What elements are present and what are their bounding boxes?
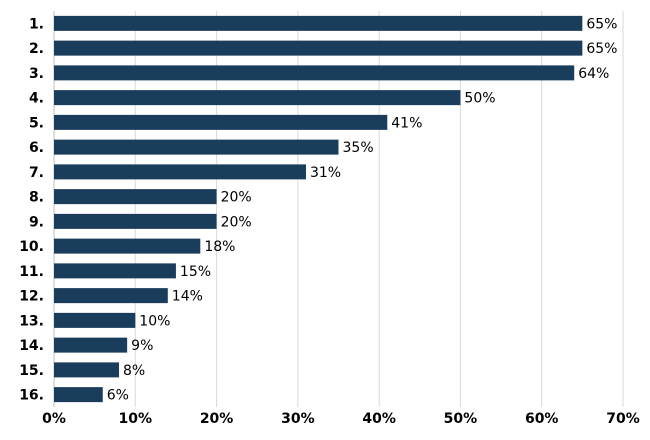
- category-label: 10.: [19, 239, 44, 255]
- value-label: 10%: [139, 313, 170, 329]
- bar-6: [54, 139, 339, 155]
- value-label: 31%: [310, 165, 341, 181]
- bar-13: [54, 312, 136, 328]
- x-tick-label: 50%: [444, 411, 478, 427]
- x-tick-label: 20%: [200, 411, 234, 427]
- category-label: 3.: [29, 66, 44, 82]
- category-label: 8.: [29, 190, 44, 206]
- value-label: 35%: [343, 140, 374, 156]
- category-label: 1.: [29, 16, 44, 32]
- bar-3: [54, 65, 575, 81]
- x-tick-label: 70%: [606, 411, 640, 427]
- x-tick-label: 30%: [281, 411, 315, 427]
- value-label: 65%: [586, 41, 617, 57]
- value-label: 18%: [204, 239, 235, 255]
- category-label: 7.: [29, 165, 44, 181]
- category-label: 13.: [19, 313, 44, 329]
- category-label: 11.: [19, 264, 44, 280]
- bar-9: [54, 213, 217, 229]
- bar-11: [54, 263, 176, 279]
- bar-7: [54, 164, 306, 180]
- x-tick-label: 40%: [362, 411, 396, 427]
- value-label: 65%: [586, 16, 617, 32]
- category-label: 4.: [29, 91, 44, 107]
- value-label: 9%: [131, 338, 153, 354]
- bar-5: [54, 114, 388, 130]
- category-label: 15.: [19, 363, 44, 379]
- category-label: 9.: [29, 214, 44, 230]
- bar-4: [54, 90, 461, 106]
- value-labels: 65% 65% 64% 50% 41% 35%31% 20% 20% 18% 15% 14%10% 9…: [107, 16, 618, 403]
- bar-15: [54, 362, 120, 378]
- category-label: 14.: [19, 338, 44, 354]
- x-tick-label: 60%: [525, 411, 559, 427]
- bar-10: [54, 238, 201, 254]
- value-label: 20%: [221, 214, 252, 230]
- bar-16: [54, 387, 103, 403]
- category-label: 12.: [19, 289, 44, 305]
- bar-14: [54, 337, 128, 353]
- bar-8: [54, 189, 217, 205]
- value-label: 15%: [180, 264, 211, 280]
- value-label: 20%: [221, 190, 252, 206]
- value-label: 14%: [172, 289, 203, 305]
- category-label: 5.: [29, 115, 44, 131]
- x-tick-label: 0%: [42, 411, 66, 427]
- category-label: 6.: [29, 140, 44, 156]
- bar-1: [54, 15, 583, 31]
- category-label: 16.: [19, 388, 44, 404]
- category-labels: 1. 2. 3. 4. 5. 6. 7. 8. 9. 10. 11. 12. 13. 14. 15. 16.: [19, 16, 44, 403]
- x-tick-label: 10%: [119, 411, 153, 427]
- value-label: 64%: [578, 66, 609, 82]
- value-label: 41%: [391, 115, 422, 131]
- chart-bars: [54, 15, 583, 403]
- value-label: 6%: [107, 388, 129, 404]
- bar-2: [54, 40, 583, 56]
- bar-12: [54, 288, 168, 304]
- value-label: 8%: [123, 363, 145, 379]
- x-axis-tick-labels: 0% 10% 20% 30% 40% 50% 60% 70%: [42, 411, 640, 427]
- category-label: 2.: [29, 41, 44, 57]
- value-label: 50%: [464, 91, 495, 107]
